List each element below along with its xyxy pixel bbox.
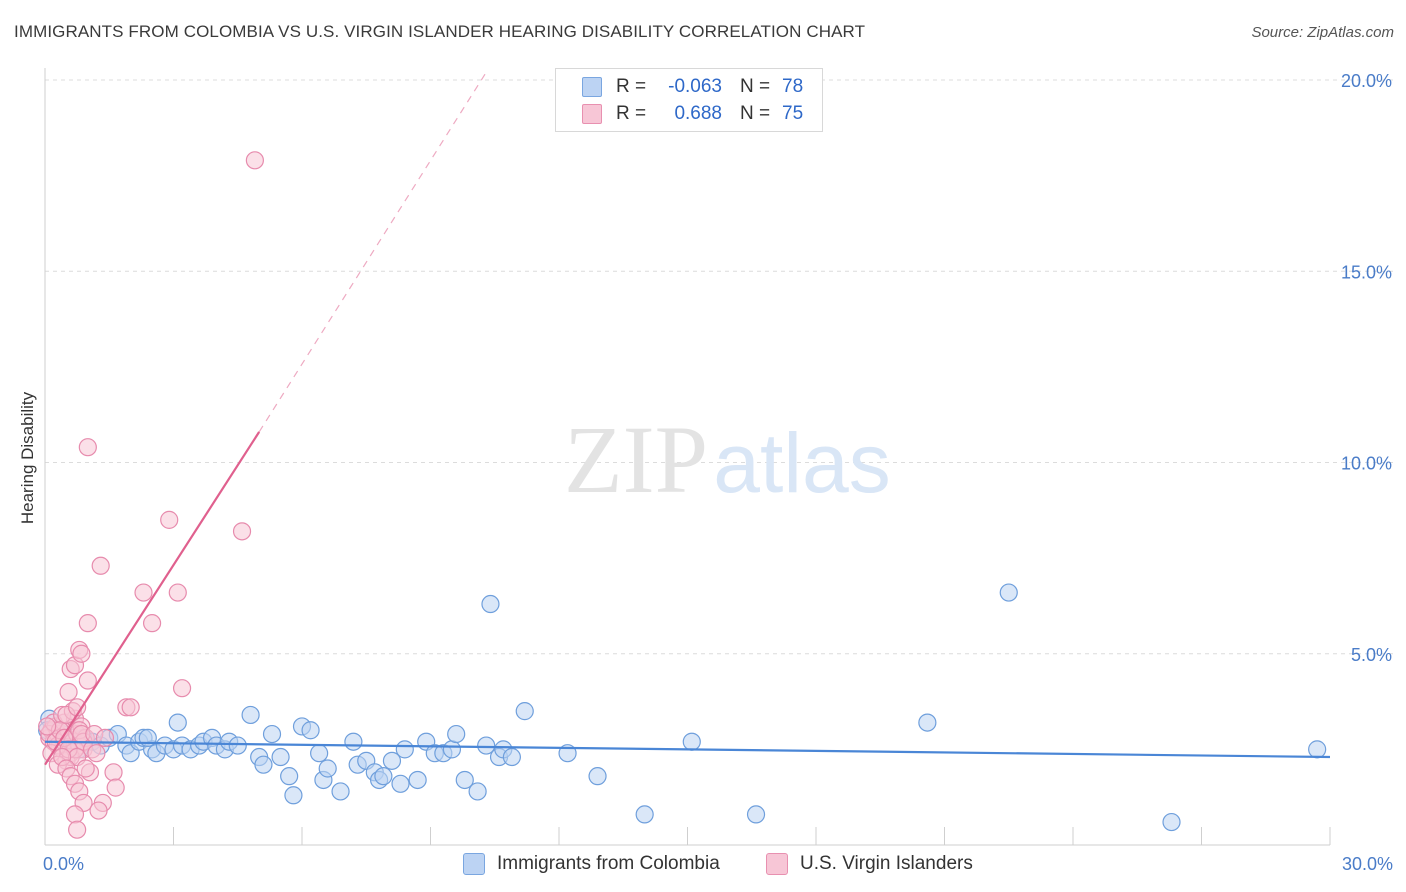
- legend-row-colombia: R = -0.063 N = 78: [556, 73, 803, 100]
- series-colombia-points: [38, 583, 1327, 832]
- watermark-zip: ZIP: [564, 406, 708, 513]
- point-colombia: [301, 721, 320, 740]
- point-virgin-islanders: [72, 644, 91, 663]
- point-virgin-islanders: [65, 805, 85, 824]
- point-virgin-islanders: [168, 583, 187, 602]
- point-colombia: [447, 724, 466, 744]
- point-colombia: [254, 755, 273, 774]
- point-colombia: [1308, 740, 1327, 759]
- point-virgin-islanders: [87, 744, 106, 763]
- point-virgin-islanders: [172, 679, 192, 698]
- legend-n-value-colombia: 78: [782, 75, 804, 97]
- legend-n-label: N =: [740, 102, 771, 124]
- legend-row-virgin-islanders: R = 0.688 N = 75: [556, 100, 803, 127]
- x-tick-label: 0.0%: [43, 854, 84, 874]
- legend-swatch-colombia: [582, 76, 602, 97]
- legend-r-value-virgin-islanders: 0.688: [674, 102, 722, 124]
- point-virgin-islanders: [121, 698, 140, 717]
- legend-n-label: N =: [740, 75, 771, 97]
- point-colombia: [468, 782, 487, 801]
- point-virgin-islanders: [78, 614, 97, 633]
- point-colombia: [1162, 812, 1181, 832]
- point-colombia: [588, 767, 607, 786]
- trend-line-colombia: [44, 740, 1331, 759]
- point-colombia: [442, 740, 462, 759]
- y-tick-label: 15.0%: [1341, 262, 1392, 282]
- point-colombia: [408, 770, 427, 790]
- point-colombia: [395, 740, 414, 759]
- point-colombia: [635, 805, 654, 824]
- point-virgin-islanders: [245, 151, 264, 170]
- point-colombia: [477, 736, 496, 755]
- point-colombia: [280, 767, 299, 786]
- point-colombia: [271, 747, 290, 767]
- point-virgin-islanders: [89, 801, 108, 820]
- x-tick-label: 30.0%: [1342, 854, 1393, 874]
- point-colombia: [502, 747, 521, 767]
- point-virgin-islanders: [142, 614, 162, 633]
- point-colombia: [228, 736, 247, 755]
- legend-r-label: R =: [616, 75, 647, 97]
- trend-extension-virgin-islanders: [258, 72, 487, 433]
- source-label: Source: ZipAtlas.com: [1251, 24, 1394, 41]
- y-tick-label: 10.0%: [1341, 454, 1392, 474]
- trend-line-virgin-islanders: [44, 431, 261, 766]
- correlation-legend: R = -0.063 N = 78 R = 0.688 N = 75: [555, 68, 823, 132]
- y-tick-label: 20.0%: [1341, 71, 1392, 91]
- point-colombia: [382, 751, 402, 770]
- point-colombia: [682, 732, 701, 751]
- legend-swatch-virgin-islanders: [582, 103, 602, 124]
- trend-lines: [44, 72, 1331, 766]
- series-swatch-virgin-islanders: [766, 853, 788, 875]
- point-colombia: [391, 774, 410, 793]
- point-colombia: [515, 702, 534, 721]
- grid-lines: [45, 79, 1395, 655]
- legend-r-value-colombia: -0.063: [668, 75, 722, 97]
- point-colombia: [241, 705, 260, 725]
- point-virgin-islanders: [59, 682, 78, 702]
- point-virgin-islanders: [78, 438, 97, 457]
- series-name-colombia: Immigrants from Colombia: [497, 853, 720, 874]
- point-colombia: [318, 759, 337, 778]
- point-virgin-islanders: [68, 820, 87, 839]
- watermark-atlas: atlas: [713, 416, 890, 510]
- point-virgin-islanders: [76, 759, 95, 778]
- point-virgin-islanders: [91, 556, 110, 575]
- point-colombia: [374, 767, 393, 786]
- point-colombia: [918, 713, 937, 732]
- point-virgin-islanders: [104, 763, 123, 782]
- y-tick-label: 5.0%: [1351, 645, 1392, 665]
- point-colombia: [310, 744, 329, 763]
- point-virgin-islanders: [134, 583, 153, 602]
- point-colombia: [262, 724, 282, 744]
- point-colombia: [168, 713, 187, 732]
- point-virgin-islanders: [232, 522, 252, 541]
- series-legend-virgin-islanders: U.S. Virgin Islanders: [766, 852, 973, 876]
- point-colombia: [746, 805, 766, 824]
- point-virgin-islanders: [78, 671, 97, 690]
- point-virgin-islanders: [106, 778, 125, 797]
- point-virgin-islanders: [160, 510, 179, 529]
- series-swatch-colombia: [463, 853, 485, 875]
- point-virgin-islanders: [38, 717, 57, 736]
- point-colombia: [284, 786, 303, 805]
- point-colombia: [999, 583, 1018, 602]
- tick-labels: 5.0% 10.0% 15.0% 20.0% 0.0% 30.0%: [43, 71, 1393, 874]
- legend-n-value-virgin-islanders: 75: [782, 102, 804, 124]
- point-colombia: [344, 732, 363, 751]
- series-name-virgin-islanders: U.S. Virgin Islanders: [800, 853, 973, 874]
- series-legend-colombia: Immigrants from Colombia: [463, 852, 720, 876]
- point-virgin-islanders: [95, 728, 115, 748]
- legend-r-label: R =: [616, 102, 647, 124]
- point-colombia: [481, 594, 500, 614]
- chart-title: IMMIGRANTS FROM COLOMBIA VS U.S. VIRGIN …: [14, 22, 866, 41]
- point-colombia: [455, 770, 474, 790]
- point-colombia: [331, 782, 350, 801]
